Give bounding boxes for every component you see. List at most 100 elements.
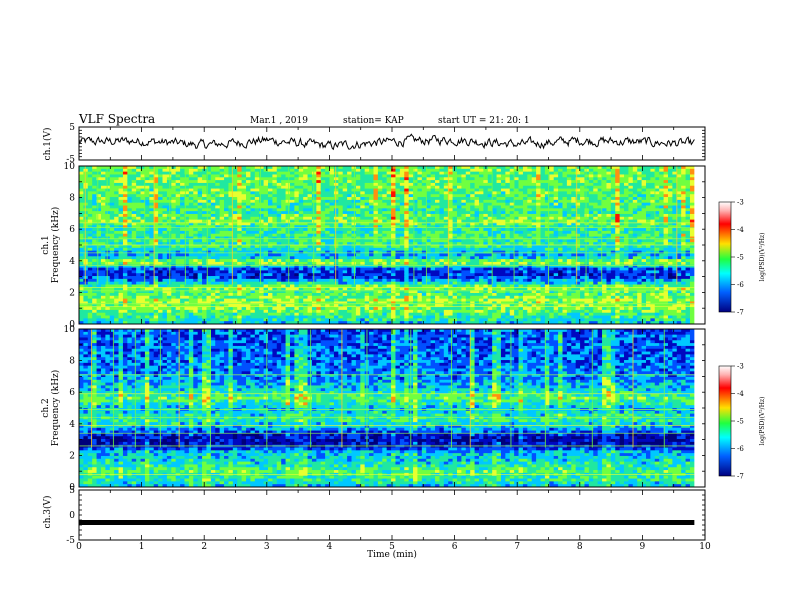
spectrogram-cell xyxy=(316,278,322,283)
spectrogram-cell xyxy=(136,301,141,305)
spectrogram-cell xyxy=(294,264,300,268)
spectrogram-cell xyxy=(87,292,93,297)
spectrogram-cell xyxy=(131,284,137,288)
spectrogram-cell xyxy=(351,270,357,274)
spectrogram-cell xyxy=(232,301,238,305)
spectrogram-cell xyxy=(382,264,388,268)
spectrogram-cell xyxy=(175,270,181,274)
spectrogram-cell xyxy=(413,242,418,246)
spectrogram-cell xyxy=(399,264,405,268)
spectrogram-cell xyxy=(268,219,273,223)
spectrogram-cell xyxy=(377,211,383,215)
spectrogram-cell xyxy=(206,295,212,300)
spectrogram-cell xyxy=(180,191,185,195)
spectrogram-cell xyxy=(263,270,269,274)
spectrogram-cell xyxy=(122,253,128,257)
spectrogram-cell xyxy=(171,182,177,187)
spectrogram-cell xyxy=(87,312,93,316)
spectrogram-cell xyxy=(377,225,383,229)
spectrogram-cell xyxy=(127,318,133,322)
spectrogram-cell xyxy=(210,239,216,243)
spectrogram-cell xyxy=(351,264,357,268)
spectrogram-cell xyxy=(140,213,146,218)
spectrogram-cell xyxy=(250,236,256,240)
spectrogram-cell xyxy=(369,230,374,235)
spectrogram-cell xyxy=(162,216,168,221)
spectrogram-cell xyxy=(246,307,251,311)
spectrogram-cell xyxy=(364,228,370,232)
spectrogram-cell xyxy=(443,312,449,316)
spectrogram-cell xyxy=(193,256,199,260)
spectrogram-cell xyxy=(298,259,304,263)
spectrogram-cell xyxy=(250,276,256,280)
spectrogram-cell xyxy=(219,295,225,300)
spectrogram-cell xyxy=(276,191,282,195)
spectrogram-cell xyxy=(281,239,286,243)
spectrogram-cell xyxy=(241,228,247,232)
spectrogram-cell xyxy=(399,239,405,243)
spectrogram-cell xyxy=(457,250,462,254)
spectrogram-cell xyxy=(355,236,361,240)
spectrogram-cell xyxy=(259,222,265,226)
spectrogram-cell xyxy=(202,309,207,314)
spectrogram-cell xyxy=(272,312,278,316)
spectrogram-cell xyxy=(228,295,234,300)
spectrogram-cell xyxy=(210,208,216,212)
spectrogram-cell xyxy=(360,312,366,316)
spectrogram-cell xyxy=(408,295,414,300)
spectrogram-cell xyxy=(294,213,300,218)
spectrogram-cell xyxy=(263,222,269,226)
spectrogram-cell xyxy=(342,185,348,189)
spectrogram-cell xyxy=(180,295,185,300)
spectrogram-cell xyxy=(259,301,265,305)
spectrogram-cell xyxy=(105,222,111,226)
spectrogram-cell xyxy=(149,191,155,195)
spectrogram-cell xyxy=(105,321,111,325)
spectrogram-cell xyxy=(329,182,335,187)
spectrogram-cell xyxy=(338,287,344,291)
spectrogram-cell xyxy=(404,199,410,204)
spectrogram-cell xyxy=(298,199,304,204)
spectrogram-cell xyxy=(237,208,243,212)
spectrogram-cell xyxy=(184,197,190,201)
spectrogram-cell xyxy=(430,290,436,294)
spectrogram-cell xyxy=(232,219,238,223)
spectrogram-cell xyxy=(259,166,265,170)
spectrogram-cell xyxy=(430,239,436,243)
spectrogram-cell xyxy=(320,253,326,257)
spectrogram-cell xyxy=(166,315,172,319)
spectrogram-cell xyxy=(131,287,137,291)
spectrogram-cell xyxy=(338,259,344,263)
spectrogram-cell xyxy=(360,180,366,184)
spectrogram-cell xyxy=(171,267,177,271)
spectrogram-cell xyxy=(329,267,335,271)
spectrogram-cell xyxy=(109,208,115,212)
spectrogram-cell xyxy=(127,247,133,252)
spectrogram-cell xyxy=(338,182,344,187)
spectrogram-cell xyxy=(426,166,432,170)
spectrogram-cell xyxy=(224,292,229,297)
spectrogram-cell xyxy=(395,264,401,268)
spectrogram-cell xyxy=(122,247,128,252)
spectrogram-cell xyxy=(329,259,335,263)
spectrogram-cell xyxy=(140,321,146,325)
spectrogram-cell xyxy=(250,188,256,192)
spectrogram-cell xyxy=(259,309,265,314)
spectrogram-cell xyxy=(219,242,225,246)
spectrogram-cell xyxy=(100,256,106,260)
spectrogram-cell xyxy=(360,188,366,192)
spectrogram-cell xyxy=(276,287,282,291)
spectrogram-cell xyxy=(373,318,379,322)
spectrogram-cell xyxy=(158,194,163,198)
spectrogram-cell xyxy=(347,236,352,240)
spectrogram-cell xyxy=(448,270,454,274)
spectrogram-cell xyxy=(131,171,137,175)
spectrogram-cell xyxy=(342,188,348,192)
spectrogram-cell xyxy=(311,309,317,314)
spectrogram-cell xyxy=(303,194,308,198)
spectrogram-cell xyxy=(197,321,203,325)
spectrogram-cell xyxy=(219,278,225,283)
spectrogram-cell xyxy=(144,208,150,212)
spectrogram-cell xyxy=(136,236,141,240)
spectrogram-cell xyxy=(228,315,234,319)
